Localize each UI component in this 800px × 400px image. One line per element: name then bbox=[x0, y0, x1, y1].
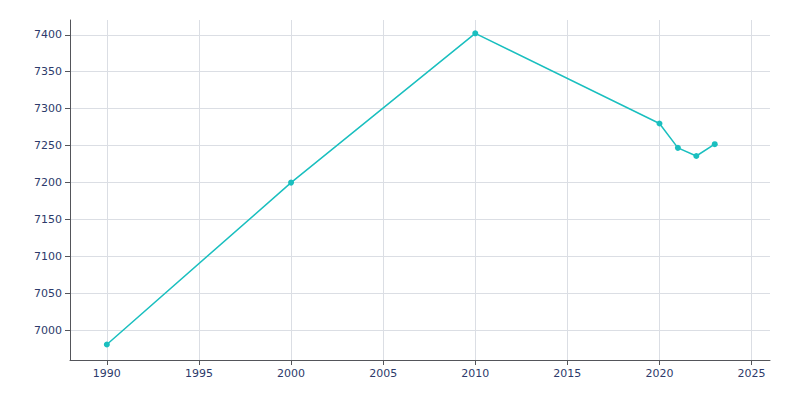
svg-text:2010: 2010 bbox=[461, 367, 489, 380]
svg-text:1990: 1990 bbox=[93, 367, 121, 380]
svg-text:2000: 2000 bbox=[277, 367, 305, 380]
svg-text:2015: 2015 bbox=[553, 367, 581, 380]
svg-text:7150: 7150 bbox=[34, 213, 62, 226]
svg-text:7400: 7400 bbox=[34, 28, 62, 41]
svg-text:7000: 7000 bbox=[34, 324, 62, 337]
svg-text:7250: 7250 bbox=[34, 139, 62, 152]
svg-text:7100: 7100 bbox=[34, 250, 62, 263]
svg-text:2005: 2005 bbox=[369, 367, 397, 380]
svg-text:2025: 2025 bbox=[738, 367, 766, 380]
svg-text:7350: 7350 bbox=[34, 65, 62, 78]
svg-text:7300: 7300 bbox=[34, 102, 62, 115]
svg-text:1995: 1995 bbox=[185, 367, 213, 380]
svg-text:2020: 2020 bbox=[645, 367, 673, 380]
svg-text:7200: 7200 bbox=[34, 176, 62, 189]
svg-text:7050: 7050 bbox=[34, 287, 62, 300]
